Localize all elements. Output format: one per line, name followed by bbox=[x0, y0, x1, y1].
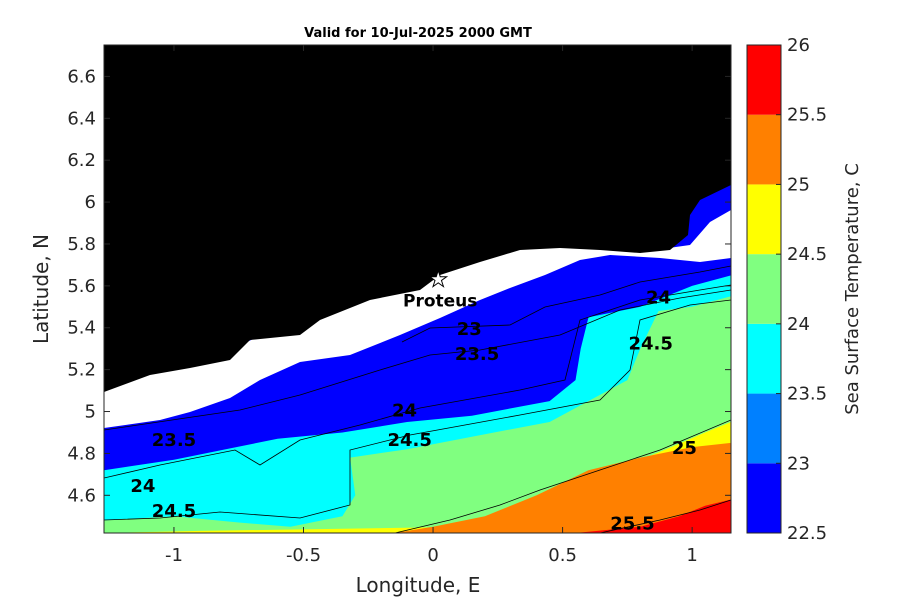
y-tick-label: 5.6 bbox=[67, 276, 96, 297]
plot-frame bbox=[103, 44, 732, 534]
y-tick-label: 4.8 bbox=[67, 443, 96, 464]
contour-labels: 23 23.5 24 24.5 24 24.5 23.5 24 24.5 25 25.5 bbox=[130, 287, 697, 534]
colorbar-tick-label: 24 bbox=[787, 314, 810, 335]
colorbar-segment bbox=[747, 184, 781, 255]
x-tick-label: -0.5 bbox=[286, 545, 321, 566]
land-mass bbox=[104, 45, 731, 392]
contour-label-9: 25 bbox=[672, 438, 697, 459]
chart-title: Valid for 10-Jul-2025 2000 GMT bbox=[304, 26, 532, 41]
colorbar-tick-label: 25.5 bbox=[787, 105, 827, 126]
y-tick-label: 6 bbox=[85, 192, 96, 213]
contour-label-0: 23 bbox=[457, 319, 482, 340]
contour-label-3: 24.5 bbox=[628, 334, 672, 355]
contour-23 bbox=[401, 265, 731, 343]
contour-label-8: 24.5 bbox=[152, 501, 196, 522]
temperature-bands bbox=[104, 275, 731, 533]
contour-label-7: 24 bbox=[130, 476, 155, 497]
contour-label-10: 25.5 bbox=[610, 514, 654, 535]
contour-25_5 bbox=[599, 499, 731, 533]
contour-label-5: 24.5 bbox=[387, 430, 431, 451]
x-tick-label: 1 bbox=[686, 545, 697, 566]
y-tick-label: 4.6 bbox=[67, 485, 96, 506]
contour-24_5 bbox=[104, 299, 731, 521]
y-tick-label: 6.2 bbox=[67, 150, 96, 171]
colorbar-frame bbox=[746, 44, 782, 534]
y-tick-label: 6.4 bbox=[67, 108, 96, 129]
station-label: Proteus bbox=[403, 292, 477, 312]
colorbar-tick-label: 26 bbox=[787, 35, 810, 56]
y-axis-label: Latitude, N bbox=[29, 234, 53, 344]
colorbar-ticks: 22.5 23 23.5 24 24.5 25 25.5 26 bbox=[776, 35, 827, 544]
x-tick-label: 0 bbox=[427, 545, 438, 566]
contour-25 bbox=[394, 419, 731, 533]
colorbar-tick-label: 23 bbox=[787, 453, 810, 474]
colorbar-tick-label: 25 bbox=[787, 174, 810, 195]
y-axis-ticks: 4.6 4.8 5 5.2 5.4 5.6 5.8 6 6.2 6.4 6.6 bbox=[67, 66, 731, 506]
band-25-25.5 bbox=[394, 442, 731, 533]
nodata-coastal-strip bbox=[104, 210, 731, 428]
y-tick-label: 5.2 bbox=[67, 360, 96, 381]
plot-area bbox=[104, 45, 731, 533]
x-axis-label: Longitude, E bbox=[356, 573, 481, 597]
contour-label-4: 24 bbox=[392, 401, 417, 422]
colorbar-segment bbox=[747, 114, 781, 185]
band-24-24.5 bbox=[104, 296, 731, 533]
contour-24 bbox=[104, 284, 731, 479]
station-star-icon: ★ bbox=[428, 268, 448, 293]
colorbar-tick-label: 24.5 bbox=[787, 244, 827, 265]
contour-23_5 bbox=[104, 289, 731, 431]
contour-label-2: 24 bbox=[646, 287, 671, 308]
x-tick-label: 0.5 bbox=[548, 545, 577, 566]
y-tick-label: 5.8 bbox=[67, 234, 96, 255]
colorbar bbox=[747, 45, 781, 533]
y-tick-label: 5.4 bbox=[67, 318, 96, 339]
y-tick-label: 6.6 bbox=[67, 66, 96, 87]
colorbar-segment bbox=[747, 45, 781, 115]
colorbar-label: Sea Surface Temperature, C bbox=[842, 163, 863, 415]
colorbar-tick-label: 23.5 bbox=[787, 384, 827, 405]
x-axis-ticks: -1 -0.5 0 0.5 1 bbox=[165, 45, 698, 566]
colorbar-segment bbox=[747, 254, 781, 324]
colorbar-tick-label: 22.5 bbox=[787, 523, 827, 544]
contour-label-6: 23.5 bbox=[152, 430, 196, 451]
colorbar-segment bbox=[747, 463, 781, 533]
contour-lines bbox=[104, 265, 731, 533]
station-marker: ★ Proteus bbox=[403, 267, 477, 312]
contour-label-1: 23.5 bbox=[455, 344, 499, 365]
band-25.5-26 bbox=[575, 499, 731, 533]
y-tick-label: 5 bbox=[85, 402, 96, 423]
colorbar-segment bbox=[747, 323, 781, 394]
colorbar-segment bbox=[747, 393, 781, 464]
x-tick-label: -1 bbox=[165, 545, 183, 566]
